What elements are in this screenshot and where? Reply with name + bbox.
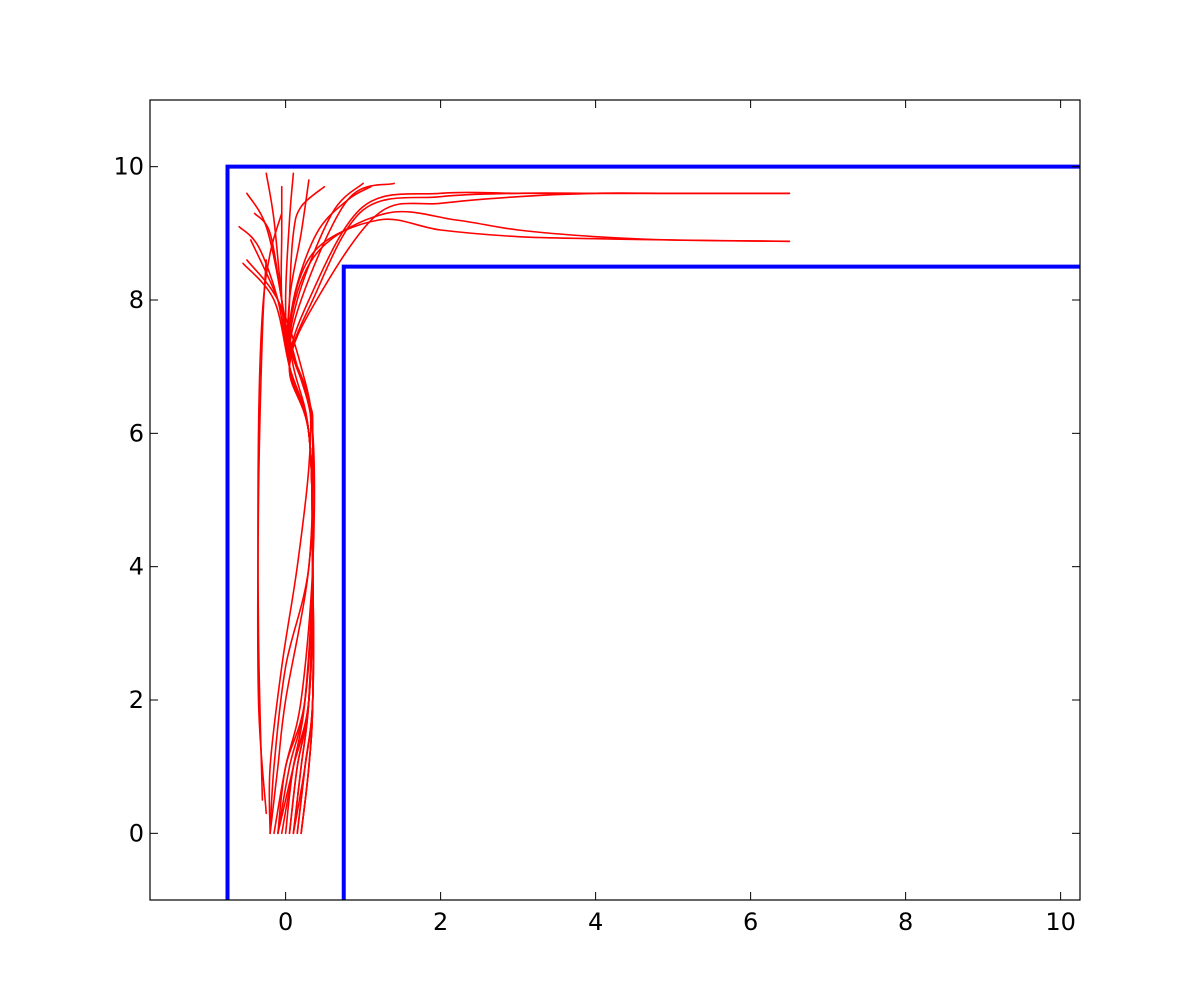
x-axis: 0 2 4 6 8 10 <box>278 100 1076 936</box>
x-tick-label: 4 <box>588 908 603 936</box>
trajectory-line <box>269 210 791 835</box>
y-tick-label: 10 <box>113 153 144 181</box>
trajectories-layer <box>238 172 791 835</box>
trajectory-line <box>288 182 364 835</box>
x-tick-label: 0 <box>278 908 293 936</box>
walls-layer <box>225 164 1080 900</box>
y-axis: 0 2 4 6 8 10 <box>113 153 1080 847</box>
trajectory-line <box>257 212 283 801</box>
y-tick-label: 2 <box>129 686 144 714</box>
x-tick-label: 10 <box>1045 908 1076 936</box>
y-tick-label: 0 <box>129 819 144 847</box>
outer-wall-line <box>225 164 1080 900</box>
y-tick-label: 8 <box>129 286 144 314</box>
y-tick-label: 6 <box>129 419 144 447</box>
plot-frame <box>149 99 1081 901</box>
inner-wall-line <box>341 264 1080 900</box>
y-tick-label: 4 <box>129 553 144 581</box>
trajectory-line <box>268 218 791 835</box>
x-tick-label: 2 <box>433 908 448 936</box>
x-tick-label: 6 <box>743 908 758 936</box>
x-tick-label: 8 <box>898 908 913 936</box>
